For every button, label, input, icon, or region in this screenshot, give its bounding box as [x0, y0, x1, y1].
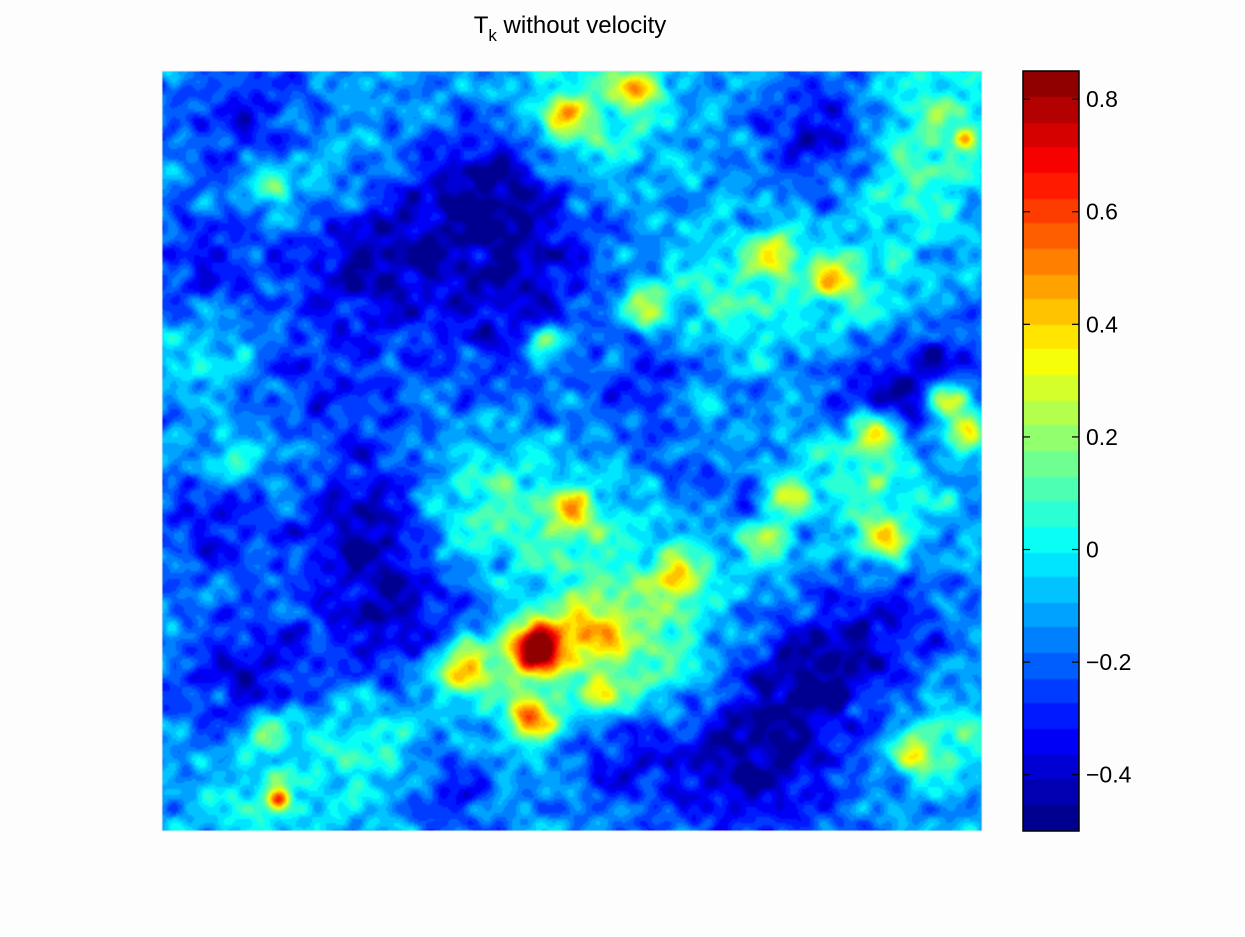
colorbar-tick-label: 0.6 — [1086, 199, 1118, 225]
colorbar-tick-label: 0.4 — [1086, 311, 1118, 337]
colorbar-ticks: −0.4 −0.2 0 0.2 0.4 0.6 0.8 — [1023, 86, 1132, 788]
colorbar-image — [1023, 71, 1079, 831]
colorbar-tick-label: −0.4 — [1086, 762, 1132, 788]
colorbar-tick-label: 0.2 — [1086, 424, 1118, 450]
colorbar-border — [1022, 70, 1080, 832]
chart-title: Tk without velocity — [420, 12, 720, 45]
plot-border — [161, 70, 983, 832]
title-subscript: k — [488, 26, 497, 45]
heatmap-image — [162, 71, 982, 831]
colorbar-tick-label: 0.8 — [1086, 86, 1118, 112]
title-main: T — [473, 12, 489, 39]
colorbar-tick-label: 0 — [1086, 537, 1099, 563]
colorbar-tick-label: −0.2 — [1086, 649, 1131, 675]
title-rest: without velocity — [496, 12, 667, 39]
